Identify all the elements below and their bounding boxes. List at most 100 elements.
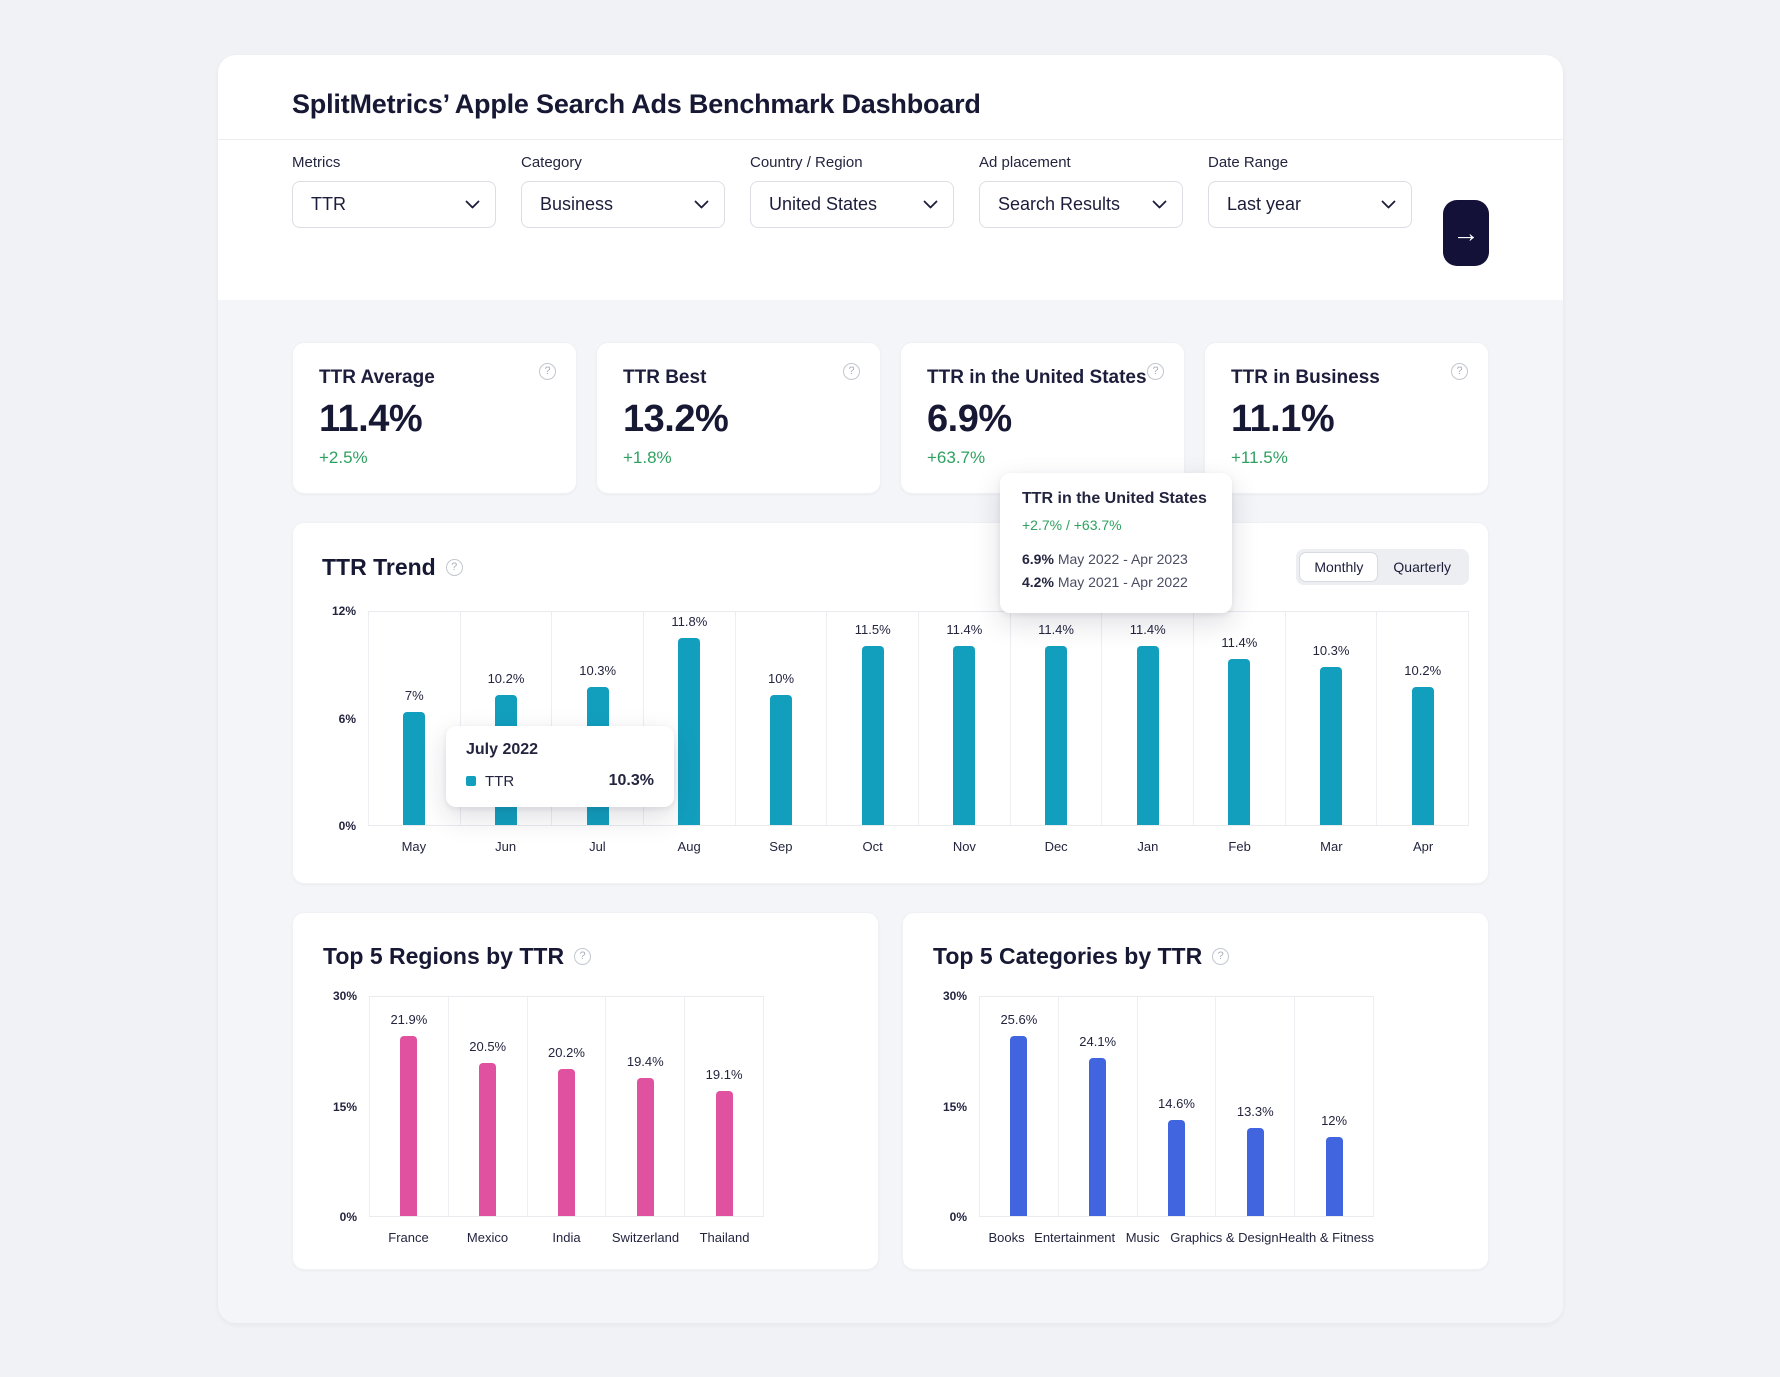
chart-band: 10% — [734, 612, 827, 825]
chart-band: 11.4% — [1009, 612, 1102, 825]
y-tick-label: 0% — [949, 1210, 967, 1224]
x-axis-label: Jul — [589, 839, 606, 854]
bar-value-label: 21.9% — [390, 1012, 428, 1028]
x-axis-label: Entertainment — [1034, 1230, 1116, 1245]
bar-france[interactable] — [400, 1036, 418, 1216]
bar-may[interactable] — [403, 712, 426, 825]
tooltip-period-row: 6.9% May 2022 - Apr 2023 — [1022, 548, 1210, 571]
bar-sep[interactable] — [770, 695, 793, 825]
filter-label: Category — [521, 154, 582, 171]
help-icon[interactable]: ? — [1147, 363, 1164, 380]
help-icon[interactable]: ? — [574, 948, 592, 965]
bar-nov[interactable] — [953, 646, 976, 825]
toggle-quarterly[interactable]: Quarterly — [1393, 559, 1451, 575]
bar-india[interactable] — [557, 1069, 575, 1216]
bar-books[interactable] — [1010, 1036, 1028, 1216]
period-toggle: Monthly Quarterly — [1296, 549, 1469, 585]
ad-placement-select[interactable]: Search Results — [979, 181, 1183, 228]
bar-graphics-design[interactable] — [1246, 1128, 1264, 1216]
filter-ad-placement: Ad placement Search Results — [979, 154, 1183, 228]
arrow-right-icon: → — [1452, 217, 1480, 248]
top-categories-header: Top 5 Categories by TTR ? — [933, 943, 1458, 970]
category-select[interactable]: Business — [521, 181, 725, 228]
bar-value-label: 25.6% — [1000, 1012, 1038, 1028]
chart-tooltip: July 2022 TTR 10.3% — [446, 726, 674, 807]
chart-band: 20.5% — [447, 997, 527, 1216]
chart-band: 19.1% — [684, 997, 764, 1216]
bar-switzerland[interactable] — [636, 1078, 654, 1216]
date-range-select-value: Last year — [1227, 194, 1302, 214]
bar-value-label: 12% — [1321, 1113, 1348, 1129]
x-axis-label: Nov — [952, 839, 976, 854]
plot-area: 21.9% 20.5% 20.2% 19.4% 19.1% — [369, 996, 764, 1217]
chevron-down-icon — [1152, 200, 1167, 209]
bar-feb[interactable] — [1228, 658, 1251, 825]
metrics-select[interactable]: TTR — [292, 181, 496, 228]
x-axis-label: Switzerland — [611, 1230, 680, 1245]
dashboard-card: SplitMetrics’ Apple Search Ads Benchmark… — [218, 55, 1563, 1323]
x-axis-label: Feb — [1228, 839, 1251, 854]
x-axis-label: Apr — [1413, 839, 1434, 854]
apply-filters-button[interactable]: → — [1443, 200, 1489, 266]
filter-label: Date Range — [1208, 154, 1289, 171]
chart-band: 10.3% — [1284, 612, 1377, 825]
x-axis-label: Mexico — [466, 1230, 509, 1245]
bar-aug[interactable] — [678, 637, 701, 825]
bar-value-label: 11.4% — [1221, 634, 1258, 650]
help-icon[interactable]: ? — [539, 363, 556, 380]
bar-health-fitness[interactable] — [1325, 1137, 1343, 1216]
stat-card-ttr-business: TTR in Business ? 11.1% +11.5% — [1204, 342, 1489, 494]
help-icon[interactable]: ? — [445, 558, 463, 576]
tooltip-series-name: TTR — [485, 772, 515, 790]
stat-change: +1.8% — [623, 448, 672, 467]
bar-mexico[interactable] — [479, 1062, 497, 1216]
filter-metrics: Metrics TTR — [292, 154, 496, 228]
chart-band: 11.4% — [918, 612, 1010, 825]
x-axis-label: Dec — [1044, 839, 1068, 854]
bar-oct[interactable] — [861, 646, 884, 825]
y-tick-label: 6% — [338, 711, 356, 726]
bar-thailand[interactable] — [715, 1091, 733, 1216]
x-axis-label: Music — [1125, 1230, 1160, 1245]
bar-entertainment[interactable] — [1089, 1058, 1107, 1216]
tooltip-period-label: May 2022 - Apr 2023 — [1057, 551, 1188, 567]
x-axis-label: Books — [988, 1230, 1025, 1245]
ttr-trend-panel: TTR Trend ? Monthly Quarterly 12% 6% 0% 7%… — [292, 522, 1489, 884]
stat-card-ttr-average: TTR Average ? 11.4% +2.5% — [292, 342, 577, 494]
bar-value-label: 10.2% — [1404, 662, 1442, 678]
help-icon[interactable]: ? — [1212, 948, 1230, 965]
section-title: Top 5 Categories by TTR — [933, 943, 1203, 969]
bar-jan[interactable] — [1136, 646, 1159, 825]
date-range-select[interactable]: Last year — [1208, 181, 1412, 228]
y-tick-label: 30% — [942, 989, 967, 1003]
bar-apr[interactable] — [1411, 686, 1434, 825]
y-tick-label: 15% — [332, 1099, 357, 1114]
stat-label: TTR Average — [319, 367, 435, 388]
metrics-select-value: TTR — [311, 194, 346, 214]
bar-value-label: 10.3% — [579, 662, 617, 678]
toggle-monthly[interactable]: Monthly — [1299, 552, 1379, 582]
stat-card-ttr-best: TTR Best ? 13.2% +1.8% — [596, 342, 881, 494]
bar-value-label: 20.5% — [469, 1038, 507, 1054]
bottom-charts-row: Top 5 Regions by TTR ? 30% 15% 0% 21.9% 20.… — [292, 884, 1489, 1270]
help-icon[interactable]: ? — [1451, 363, 1468, 380]
tooltip-change: +2.7% / +63.7% — [1022, 517, 1122, 533]
bar-dec[interactable] — [1045, 646, 1068, 825]
country-region-select[interactable]: United States — [750, 181, 954, 228]
bar-value-label: 14.6% — [1158, 1095, 1195, 1111]
tooltip-period-value: 4.2% — [1022, 574, 1054, 590]
bar-mar[interactable] — [1320, 667, 1343, 825]
chart-band: 11.4% — [1193, 612, 1285, 825]
tooltip-period-label: May 2021 - Apr 2022 — [1057, 574, 1188, 590]
bar-music[interactable] — [1167, 1119, 1185, 1216]
stats-row: TTR Average ? 11.4% +2.5% TTR Best ? 13.… — [292, 342, 1489, 494]
x-axis-label: Aug — [677, 839, 701, 854]
bar-value-label: 11.8% — [671, 613, 708, 629]
help-icon[interactable]: ? — [843, 363, 860, 380]
chart-band: 19.4% — [605, 997, 684, 1216]
chart-band: 11.5% — [826, 612, 918, 825]
tooltip-rows: 6.9% May 2022 - Apr 2023 4.2% May 2021 -… — [1022, 548, 1210, 594]
y-tick-label: 15% — [942, 1099, 967, 1114]
chevron-down-icon — [1381, 200, 1396, 209]
bar-value-label: 13.3% — [1236, 1104, 1274, 1120]
